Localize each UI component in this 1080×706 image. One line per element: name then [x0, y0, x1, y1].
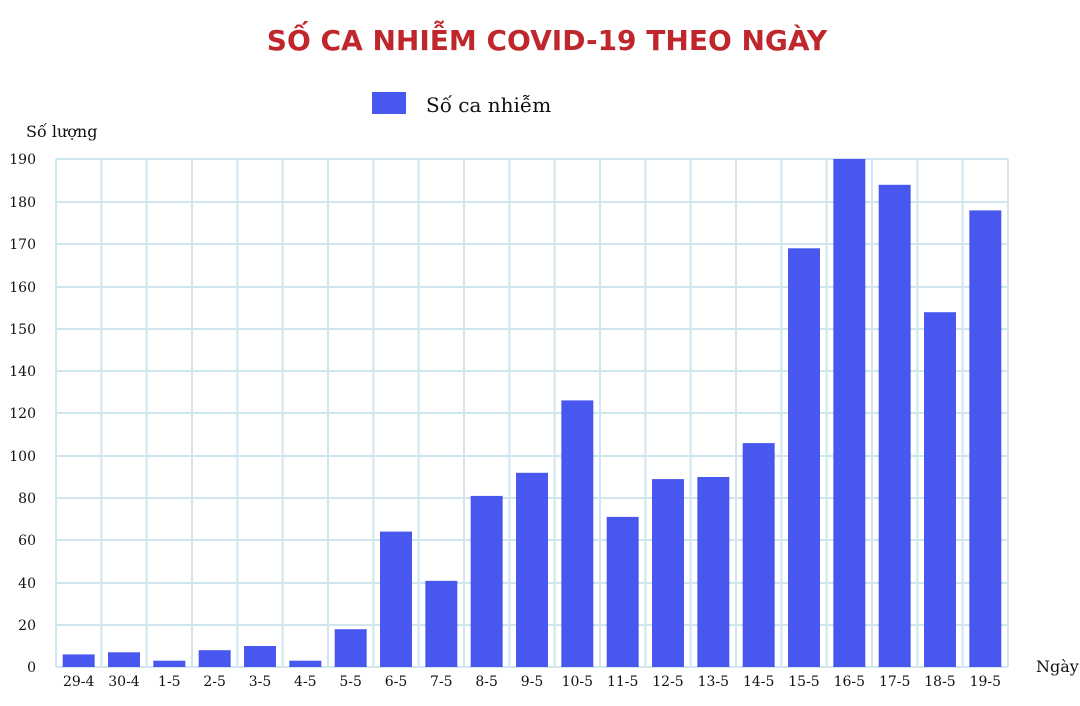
- x-tick-label: 9-5: [521, 674, 544, 690]
- y-tick-label: 40: [18, 576, 36, 592]
- bar: [561, 400, 594, 667]
- x-tick-label: 7-5: [430, 674, 453, 690]
- bar: [244, 646, 276, 667]
- y-tick-label: 190: [9, 152, 36, 168]
- y-tick-label: 80: [18, 491, 36, 507]
- x-tick-label: 3-5: [249, 674, 272, 690]
- bar: [334, 629, 367, 667]
- x-tick-label: 5-5: [339, 674, 362, 690]
- y-tick-label: 150: [9, 322, 36, 338]
- x-tick-label: 11-5: [607, 674, 638, 690]
- legend: Số ca nhiễm: [372, 92, 551, 117]
- bar: [380, 531, 412, 667]
- x-tick-label: 14-5: [743, 674, 774, 690]
- x-tick-label: 15-5: [788, 674, 819, 690]
- y-tick-label: 0: [27, 660, 36, 676]
- bar: [833, 159, 866, 667]
- bar: [470, 495, 503, 667]
- x-tick-label: 6-5: [385, 674, 408, 690]
- bar: [697, 477, 730, 667]
- bar: [878, 184, 911, 668]
- bar: [652, 479, 684, 667]
- y-tick-label: 60: [18, 533, 36, 549]
- bar: [425, 580, 458, 667]
- y-tick-label: 180: [9, 195, 36, 211]
- bar: [289, 660, 322, 667]
- y-tick-label: 20: [18, 618, 36, 634]
- x-tick-label: 2-5: [203, 674, 226, 690]
- y-tick-label: 160: [9, 280, 36, 296]
- bar: [62, 654, 95, 667]
- x-tick-label: 13-5: [698, 674, 729, 690]
- x-tick-label: 19-5: [970, 674, 1001, 690]
- y-tick-label: 120: [9, 406, 36, 422]
- bar: [924, 312, 956, 667]
- x-tick-label: 8-5: [475, 674, 498, 690]
- x-axis-label: Ngày: [1036, 657, 1079, 676]
- x-tick-label: 10-5: [562, 674, 593, 690]
- bar: [606, 516, 639, 667]
- y-tick-label: 170: [9, 237, 36, 253]
- x-tick-labels: 29-4 30-4 1-5 2-5 3-5 4-5 5-5 6-5 7-5 8-5 9-5 10-5 1…: [63, 674, 1001, 690]
- gridlines: [55, 158, 1009, 668]
- bar: [969, 210, 1002, 667]
- x-tick-label: 12-5: [652, 674, 683, 690]
- x-tick-label: 18-5: [924, 674, 955, 690]
- x-tick-label: 17-5: [879, 674, 910, 690]
- y-tick-label: 140: [9, 364, 36, 380]
- bar: [198, 650, 231, 667]
- legend-label: Số ca nhiễm: [426, 93, 551, 117]
- x-tick-label: 29-4: [63, 674, 95, 690]
- y-tick-label: 100: [9, 449, 36, 465]
- x-tick-label: 16-5: [834, 674, 865, 690]
- legend-swatch: [372, 92, 406, 114]
- x-tick-label: 1-5: [158, 674, 181, 690]
- y-tick-labels: 0 20 40 60 80 100 120 140 150 160 170 180 190: [9, 152, 36, 676]
- x-tick-label: 4-5: [294, 674, 317, 690]
- chart-title: SỐ CA NHIỄM COVID-19 THEO NGÀY: [267, 19, 828, 57]
- bars: [62, 159, 1002, 668]
- bar: [742, 443, 775, 667]
- bar: [516, 472, 548, 667]
- x-tick-label: 30-4: [108, 674, 140, 690]
- bar: [108, 652, 140, 667]
- y-axis-label: Số lượng: [26, 122, 97, 141]
- bar: [153, 660, 186, 667]
- bar: [788, 248, 820, 668]
